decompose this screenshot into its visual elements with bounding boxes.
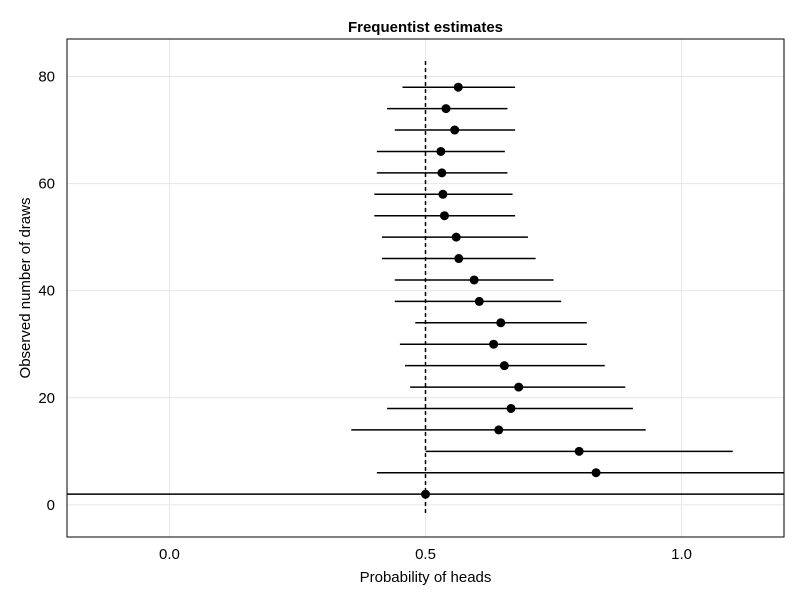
estimate-point: [450, 125, 460, 135]
y-tick-label: 80: [38, 68, 55, 85]
plot-frame: [66, 38, 785, 538]
x-axis-label: Probability of heads: [360, 569, 492, 586]
x-tick-label: 1.0: [671, 546, 692, 563]
errorbar-group: [67, 86, 784, 495]
y-tick-label: 0: [47, 497, 55, 514]
y-tick-label: 20: [38, 390, 55, 407]
estimate-point: [421, 489, 430, 499]
y-axis-label: Observed number of draws: [17, 198, 34, 379]
x-tick-label: 0.5: [415, 546, 436, 563]
x-tick-labels: 0.0 0.5 1.0: [159, 546, 692, 563]
estimate-point: [574, 446, 584, 456]
estimate-point: [499, 361, 509, 371]
estimate-point: [506, 403, 516, 413]
estimate-point: [514, 382, 524, 392]
estimate-point: [489, 339, 499, 349]
estimate-point: [441, 104, 451, 114]
estimate-point: [438, 189, 448, 199]
y-tick-label: 40: [38, 283, 55, 300]
estimate-point: [436, 146, 446, 156]
estimate-point: [439, 211, 449, 221]
estimate-point: [454, 254, 464, 264]
estimate-point: [494, 425, 504, 435]
y-tick-label: 60: [38, 176, 55, 193]
chart-title: Frequentist estimates: [348, 19, 503, 36]
estimate-point: [469, 275, 479, 285]
estimate-point: [453, 82, 463, 92]
estimate-point: [474, 296, 484, 306]
estimate-point: [437, 168, 447, 178]
y-tick-labels: 0 20 40 60 80: [38, 68, 55, 513]
x-tick-label: 0.0: [159, 546, 180, 563]
estimate-point: [496, 318, 506, 328]
estimate-point: [451, 232, 461, 242]
point-group: [421, 82, 601, 499]
estimate-point: [591, 468, 601, 478]
